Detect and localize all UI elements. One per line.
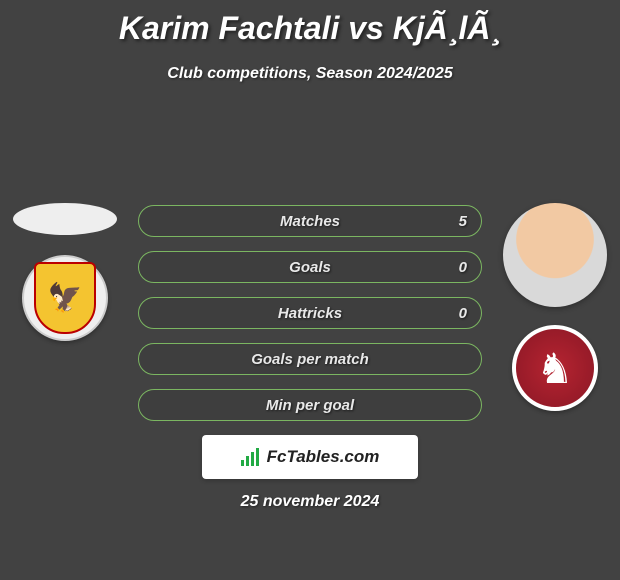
player-left-column: 🦅 bbox=[10, 203, 120, 341]
brand-text: FcTables.com bbox=[267, 447, 380, 467]
stat-row-hattricks: Hattricks 0 bbox=[138, 297, 482, 329]
date-label: 25 november 2024 bbox=[0, 493, 620, 511]
page-title: Karim Fachtali vs KjÃ¸lÃ¸ bbox=[0, 0, 620, 47]
stat-row-goals: Goals 0 bbox=[138, 251, 482, 283]
stat-row-goals-per-match: Goals per match bbox=[138, 343, 482, 375]
stat-value: 5 bbox=[459, 213, 467, 230]
horse-icon: ♞ bbox=[536, 344, 574, 393]
stat-label: Goals bbox=[289, 259, 331, 276]
stat-label: Goals per match bbox=[251, 351, 369, 368]
eagle-shield-icon: 🦅 bbox=[34, 262, 96, 334]
bar-chart-icon bbox=[241, 448, 263, 466]
player-left-avatar bbox=[13, 203, 117, 235]
player-right-avatar bbox=[503, 203, 607, 307]
brand-badge[interactable]: FcTables.com bbox=[202, 435, 418, 479]
player-right-column: ♞ bbox=[500, 203, 610, 411]
stat-row-matches: Matches 5 bbox=[138, 205, 482, 237]
stat-row-min-per-goal: Min per goal bbox=[138, 389, 482, 421]
club-badge-left: 🦅 bbox=[22, 255, 108, 341]
stat-label: Hattricks bbox=[278, 305, 342, 322]
stat-label: Min per goal bbox=[266, 397, 354, 414]
stat-label: Matches bbox=[280, 213, 340, 230]
stat-value: 0 bbox=[459, 305, 467, 322]
stat-value: 0 bbox=[459, 259, 467, 276]
stats-list: Matches 5 Goals 0 Hattricks 0 Goals per … bbox=[138, 205, 482, 421]
page-subtitle: Club competitions, Season 2024/2025 bbox=[0, 65, 620, 83]
club-badge-right: ♞ bbox=[512, 325, 598, 411]
